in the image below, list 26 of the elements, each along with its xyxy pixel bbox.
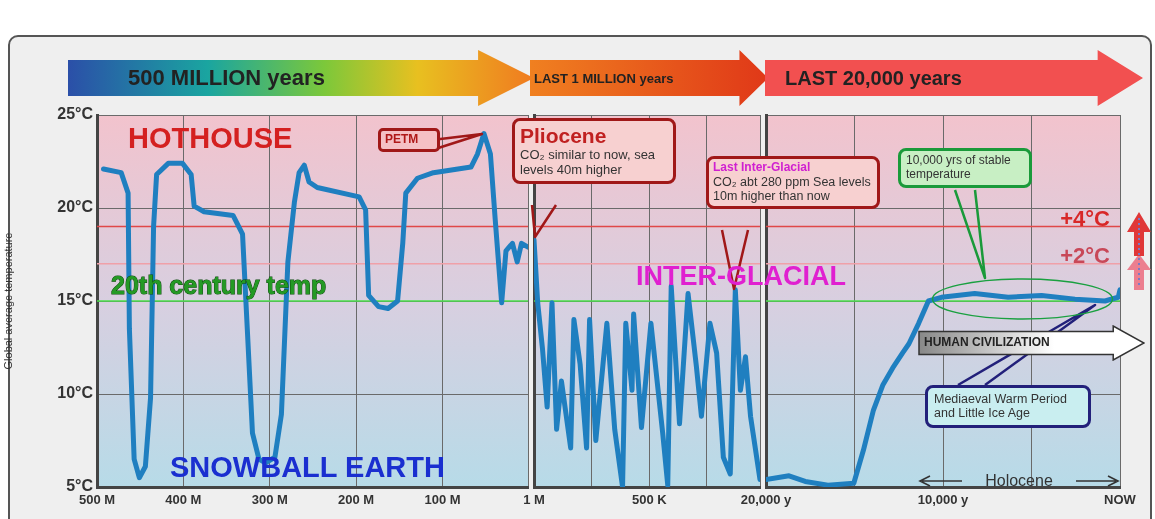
- chart-title: 500 MILLION years: [68, 50, 534, 106]
- chart-title: LAST 1 MILLION years: [530, 50, 768, 106]
- x-tick-label: 300 M: [251, 492, 288, 508]
- x-tick-label: 400 M: [165, 492, 202, 508]
- y-tick-label: 15°C: [57, 291, 94, 309]
- x-tick-label: NOW: [1104, 492, 1137, 508]
- y-tick-label: 10°C: [57, 384, 94, 402]
- x-tick-label: 100 M: [424, 492, 461, 508]
- ref-line-label: +4°C: [1060, 205, 1111, 231]
- ref-line-label: +2°C: [1060, 242, 1111, 268]
- y-tick-label: 5°C: [66, 477, 94, 495]
- x-tick-label: 10,000 y: [917, 492, 970, 508]
- x-tick-label: 500 M: [78, 492, 116, 508]
- annotation: Pliocene CO₂ similar to now, sea levels 40m higher: [520, 124, 657, 178]
- annotation: Last Inter-Glacial CO₂ abt 280 ppm Sea levels 10m higher than now: [713, 160, 872, 204]
- chart-title: LAST 20,000 years: [765, 50, 1143, 106]
- annotation: 10,000 yrs of stable temperature: [898, 148, 1032, 188]
- y-tick-label: 20°C: [57, 198, 94, 216]
- x-tick-label: 1 M: [523, 492, 545, 508]
- x-tick-label: 200 M: [338, 492, 375, 508]
- annotation: Mediaeval Warm Period and Little Ice Age: [925, 385, 1091, 428]
- x-tick-label: 500 K: [631, 492, 668, 508]
- annotation: PETM: [378, 128, 440, 152]
- y-tick-label: 25°C: [57, 105, 94, 123]
- x-tick-label: 20,000 y: [740, 492, 793, 508]
- y-axis-title: Global average temperature: [1, 232, 14, 370]
